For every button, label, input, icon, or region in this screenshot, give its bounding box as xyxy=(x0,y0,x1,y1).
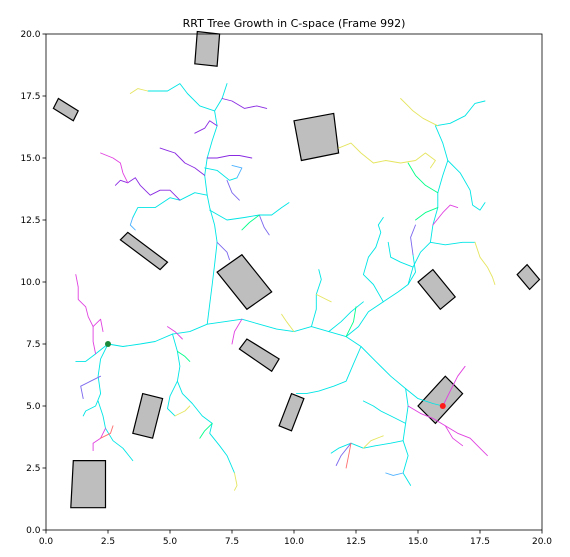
tree-branch-16 xyxy=(447,160,486,211)
y-tick-label: 5.0 xyxy=(26,402,41,412)
tree-branch-63 xyxy=(385,472,404,476)
tree-branch-59 xyxy=(315,293,332,303)
axes-background xyxy=(46,34,542,530)
tree-branch-15 xyxy=(429,100,486,243)
tree-branch-32 xyxy=(92,318,104,333)
obstacle-6 xyxy=(417,268,457,311)
tree-branch-4 xyxy=(97,400,134,462)
tree-branch-29 xyxy=(114,177,136,186)
obstacle-5 xyxy=(216,253,273,311)
tree-branch-2 xyxy=(75,343,109,362)
tree-branch-27 xyxy=(221,98,268,109)
obstacle-10 xyxy=(278,392,305,432)
tree-branch-36 xyxy=(442,365,466,407)
tree-branch-65 xyxy=(100,425,114,439)
tree-branch-6 xyxy=(132,192,208,218)
tree-branch-57 xyxy=(281,313,295,333)
markers-layer xyxy=(105,341,446,409)
tree-branch-42 xyxy=(410,224,416,256)
y-tick-label: 20.0 xyxy=(20,30,40,40)
tree-branch-40 xyxy=(80,375,102,400)
tree-branch-1 xyxy=(107,318,444,407)
obstacle-8 xyxy=(238,338,280,373)
tree-branch-23 xyxy=(387,241,414,268)
chart-title: RRT Tree Growth in C-space (Frame 992) xyxy=(183,17,406,30)
y-tick-label: 2.5 xyxy=(26,464,40,474)
tree-branch-53 xyxy=(400,98,439,127)
tree-branch-24 xyxy=(159,147,206,176)
tree-branch-38 xyxy=(231,318,243,345)
x-tick-label: 20.0 xyxy=(532,537,552,547)
x-tick-label: 7.5 xyxy=(225,537,239,547)
tree-branch-8 xyxy=(147,83,216,112)
y-tick-label: 12.5 xyxy=(20,216,40,226)
tree-branch-62 xyxy=(231,164,243,179)
obstacle-4 xyxy=(119,231,169,271)
tree-branch-31 xyxy=(75,274,97,355)
tree-branch-58 xyxy=(362,435,384,449)
y-tick-label: 15.0 xyxy=(20,154,40,164)
tree-branch-50 xyxy=(241,214,260,231)
y-tick-label: 17.5 xyxy=(20,92,40,102)
tree-branch-33 xyxy=(92,427,106,452)
tree-branch-28 xyxy=(134,177,181,201)
tree-branch-44 xyxy=(226,179,240,201)
tree-branch-47 xyxy=(407,162,439,194)
tree-branch-17 xyxy=(296,346,362,395)
y-tick-label: 10.0 xyxy=(20,278,40,288)
tree-branch-48 xyxy=(199,422,213,439)
x-axis: 0.0 2.5 5.0 7.5 10.0 12.5 15.0 17.5 20.0 xyxy=(39,530,552,547)
tree-branch-20 xyxy=(362,400,407,424)
tree-branch-10 xyxy=(172,333,235,474)
obstacle-1 xyxy=(194,30,221,67)
x-tick-label: 0.0 xyxy=(39,537,54,547)
tree-branch-56 xyxy=(174,405,191,417)
x-tick-label: 12.5 xyxy=(346,537,366,547)
tree-branch-39 xyxy=(432,204,459,226)
start-marker xyxy=(105,341,111,347)
goal-marker xyxy=(439,403,446,409)
obstacle-2 xyxy=(52,97,79,122)
tree-branch-26 xyxy=(194,120,218,134)
tree-branch-49 xyxy=(176,350,191,362)
rrt-tree-layer xyxy=(75,83,496,491)
tree-branch-25 xyxy=(206,155,253,159)
tree-branch-22 xyxy=(362,217,384,303)
tree-branch-64 xyxy=(345,442,352,469)
x-tick-label: 5.0 xyxy=(163,537,178,547)
tree-branch-3 xyxy=(82,343,109,417)
y-axis: 0.0 2.5 5.0 7.5 10.0 12.5 15.0 17.5 20.0 xyxy=(20,30,46,536)
tree-branch-35 xyxy=(444,425,464,447)
y-tick-label: 0.0 xyxy=(26,526,41,536)
obstacle-9 xyxy=(132,392,164,439)
plot-area xyxy=(46,34,542,530)
obstacle-3 xyxy=(293,112,340,162)
tree-branch-41 xyxy=(258,214,270,236)
tree-branch-60 xyxy=(129,88,149,94)
obstacle-7 xyxy=(516,263,541,291)
x-tick-label: 17.5 xyxy=(470,537,490,547)
obstacle-11 xyxy=(70,460,107,509)
tree-branch-43 xyxy=(216,241,230,261)
tree-branch-34 xyxy=(407,405,488,457)
x-tick-label: 2.5 xyxy=(101,537,115,547)
tree-branch-37 xyxy=(167,326,183,340)
tree-branch-51 xyxy=(415,207,439,221)
y-tick-label: 7.5 xyxy=(26,340,40,350)
tree-branch-54 xyxy=(474,241,496,285)
tree-branch-61 xyxy=(129,217,136,231)
tree-branch-21 xyxy=(328,301,364,333)
tree-branch-11 xyxy=(167,380,178,417)
tree-branch-45 xyxy=(335,442,352,466)
tree-branch-55 xyxy=(234,472,238,491)
tree-branch-52 xyxy=(338,142,436,169)
tree-branch-46 xyxy=(345,306,357,338)
tree-branch-9 xyxy=(204,167,238,181)
tree-branch-14 xyxy=(407,254,416,285)
tree-branch-13 xyxy=(345,241,476,338)
tree-branch-30 xyxy=(100,152,129,184)
x-tick-label: 15.0 xyxy=(408,537,428,547)
x-tick-label: 10.0 xyxy=(284,537,304,547)
